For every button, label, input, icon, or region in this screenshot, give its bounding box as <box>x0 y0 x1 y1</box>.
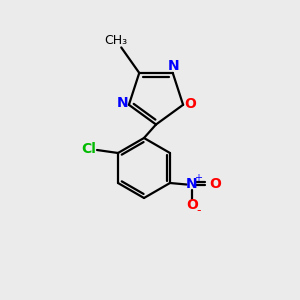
Text: N: N <box>167 59 179 73</box>
Text: N: N <box>186 178 198 191</box>
Text: O: O <box>184 97 196 111</box>
Text: N: N <box>117 96 129 110</box>
Text: +: + <box>194 173 202 183</box>
Text: -: - <box>196 204 201 217</box>
Text: Cl: Cl <box>81 142 96 156</box>
Text: O: O <box>186 198 198 212</box>
Text: CH₃: CH₃ <box>104 34 128 47</box>
Text: O: O <box>209 178 221 191</box>
